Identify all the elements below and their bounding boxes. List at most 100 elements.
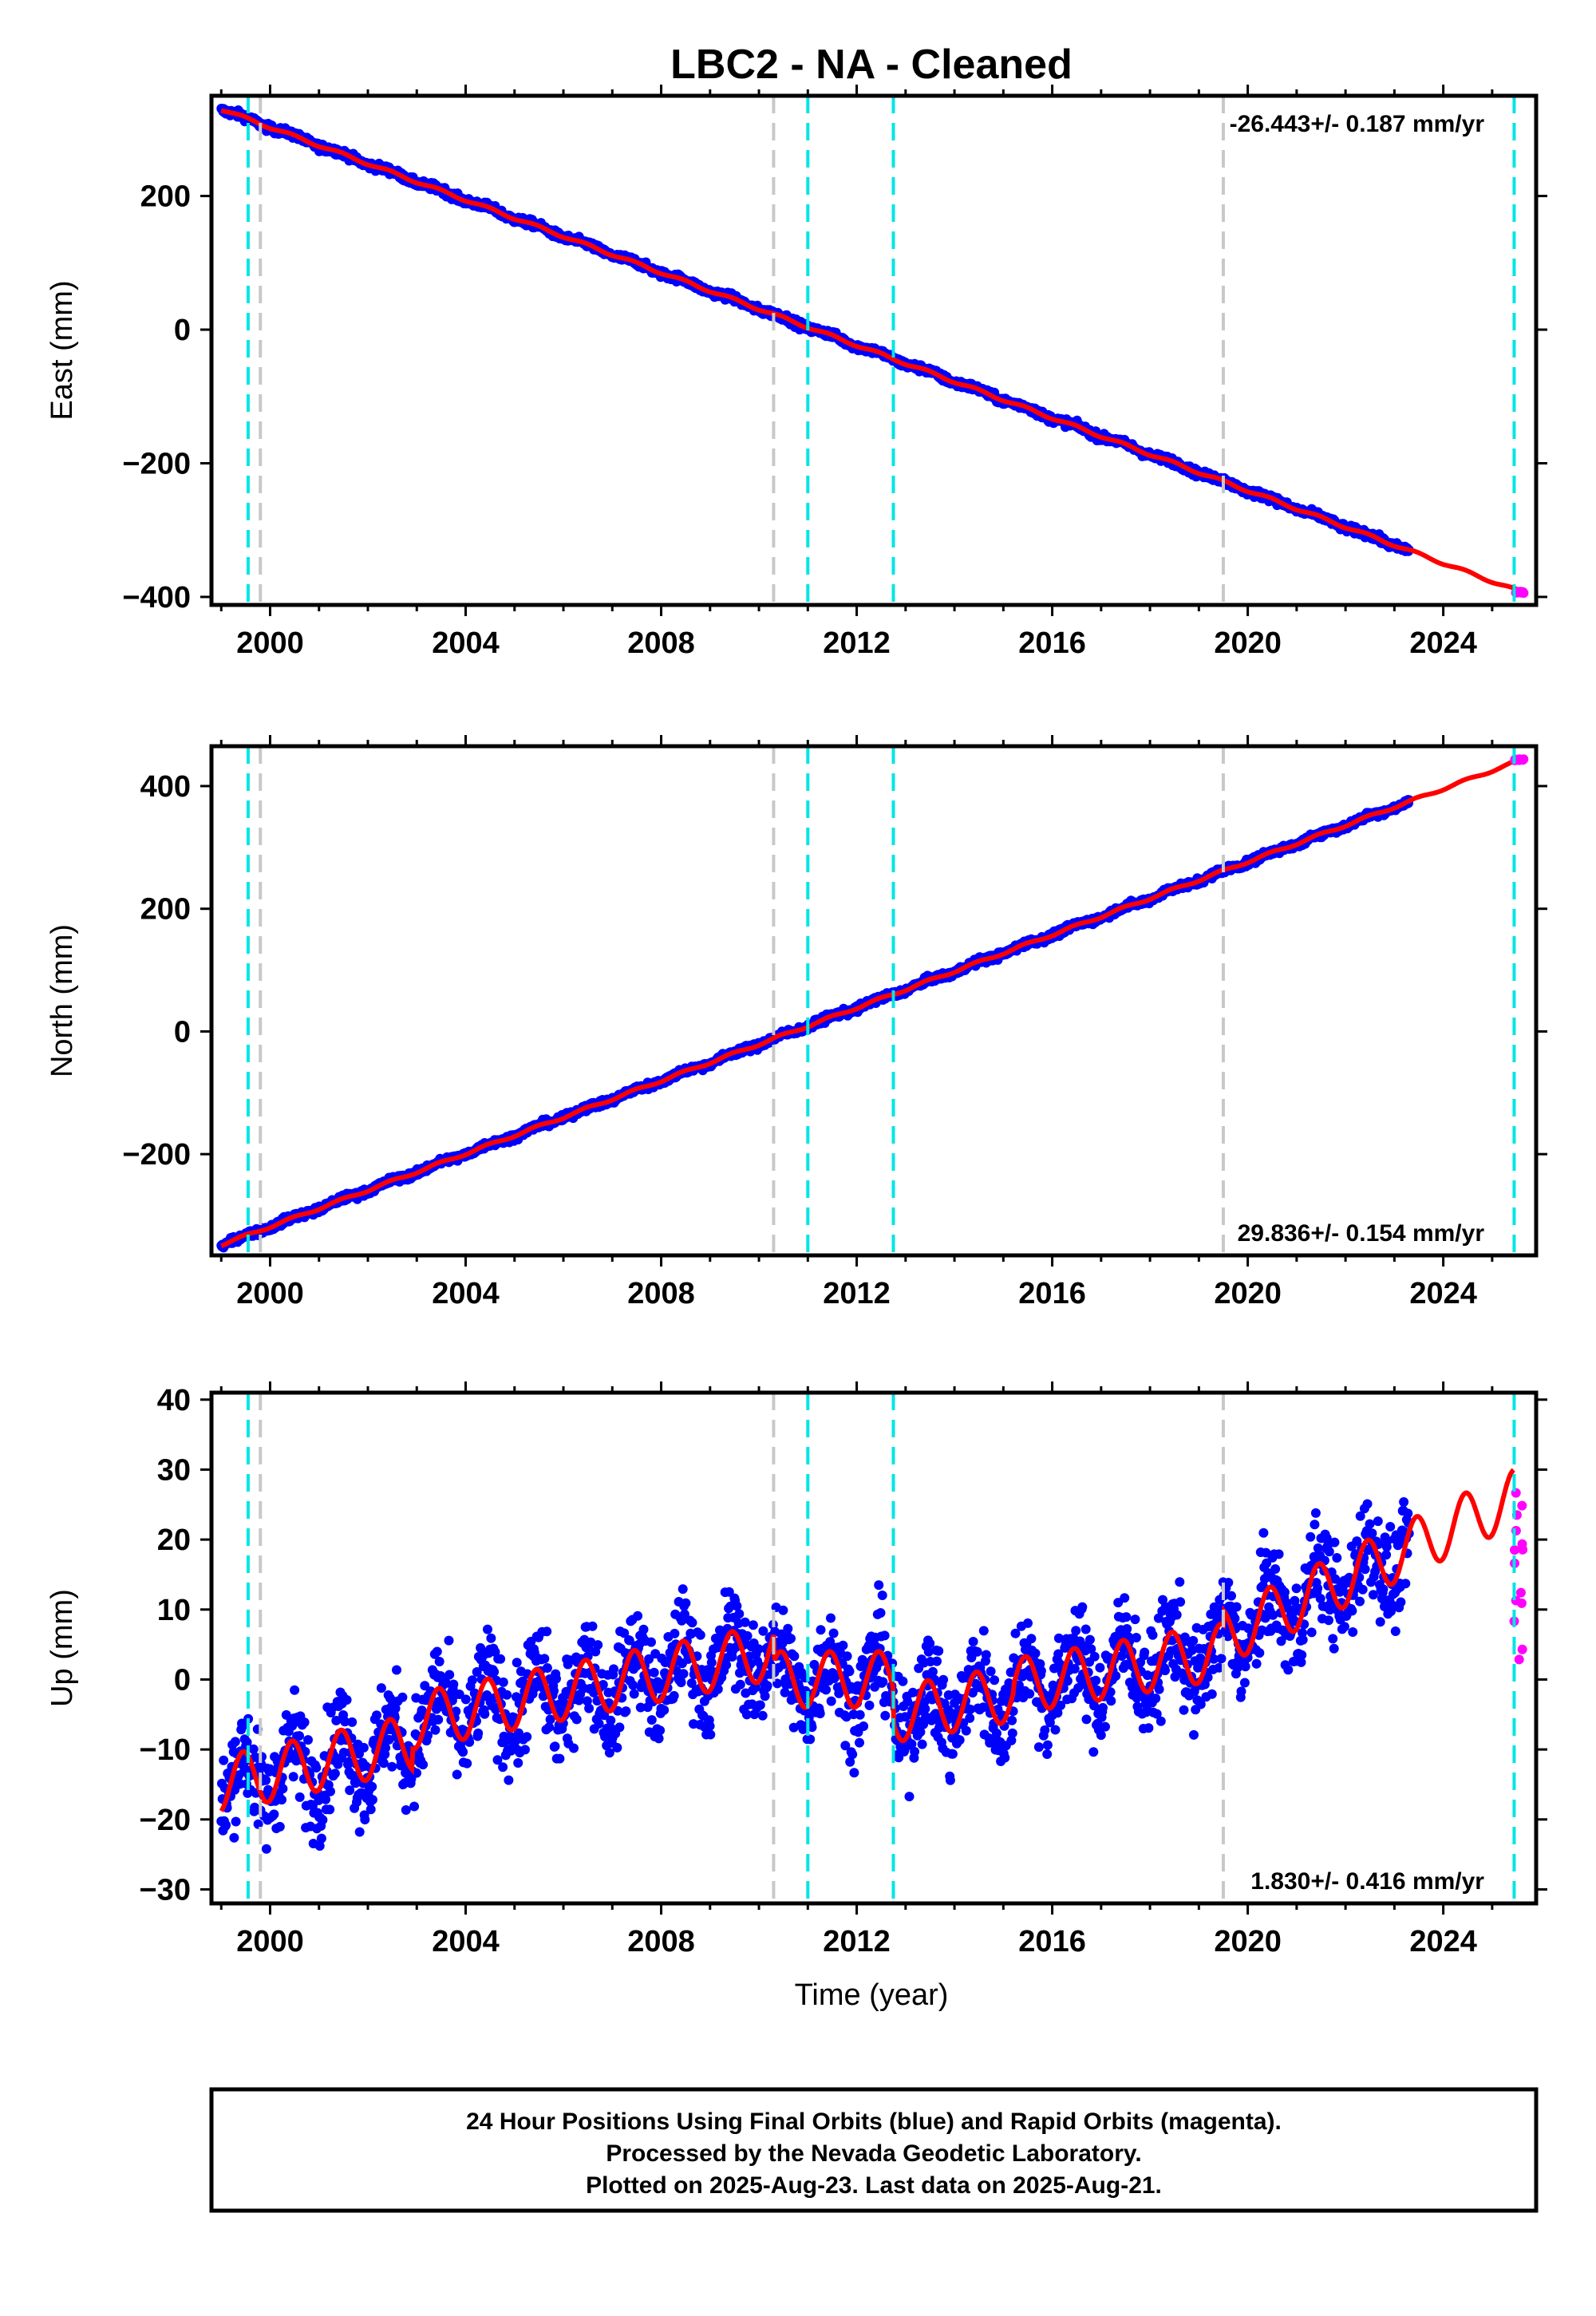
up-final-point [378,1758,389,1769]
up-final-point [367,1795,377,1805]
east-y-tick-label: −200 [122,447,191,480]
east-x-tick-label: 2016 [1018,626,1086,660]
up-final-point [261,1844,271,1854]
up-final-point [542,1626,552,1637]
up-final-point [376,1683,386,1694]
east-plot-area [216,104,1529,599]
up-final-point [354,1827,365,1837]
east-x-tick-label: 2024 [1409,626,1477,660]
east-y-tick-label: 200 [140,180,191,214]
up-final-point [512,1658,522,1668]
up-final-point [325,1804,335,1815]
up-final-point [221,1820,231,1830]
up-final-point [444,1635,454,1646]
up-final-point [621,1706,631,1717]
panel-east: 2000 2004 2008 2012 2016 2020 2024 −400 −200 0 200… [45,85,1547,660]
north-x-tick-label: 2008 [627,1277,695,1310]
up-final-point [316,1833,326,1844]
north-model-line [220,757,1523,1249]
north-y-axis-label: North (mm) [45,924,79,1077]
panel-up: 2000 2004 2008 2012 2016 2020 2024−30−20−10010… [45,1381,1547,1958]
up-final-point [520,1745,530,1755]
up-final-point [587,1621,598,1631]
up-final-point [448,1679,459,1690]
up-final-point [646,1637,656,1647]
north-rapid-point [1515,754,1525,765]
up-final-point [433,1714,444,1725]
up-final-point [550,1741,560,1752]
up-final-point [303,1735,313,1745]
up-final-point [612,1742,622,1753]
up-final-point [381,1743,391,1753]
up-final-point [539,1654,550,1664]
up-final-point [294,1731,304,1741]
up-final-point [609,1664,618,1674]
up-final-point [237,1721,247,1732]
east-x-tick-label: 2012 [823,626,891,660]
north-rate-label: 29.836+/- 0.154 mm/yr [1238,1220,1485,1247]
up-final-point [473,1728,484,1738]
up-final-point [311,1763,322,1773]
up-final-point [318,1815,328,1825]
up-final-point [231,1816,241,1827]
up-final-point [372,1710,381,1721]
up-final-point [330,1769,340,1779]
figure-title: LBC2 - NA - Cleaned [670,41,1073,88]
up-final-point [347,1717,358,1727]
panel-north: 2000 2004 2008 2012 2016 2020 2024−2000200400N… [45,735,1547,1310]
up-final-point [418,1760,429,1770]
up-final-point [219,1755,229,1765]
east-x-tick-label: 2008 [627,626,695,660]
east-y-axis-label: East (mm) [45,280,79,420]
east-x-tick-label: 2004 [432,626,500,660]
up-final-point [290,1685,300,1695]
up-final-point [230,1737,240,1747]
north-x-tick-label: 2004 [432,1277,500,1310]
up-final-point [593,1640,603,1650]
up-final-point [629,1689,639,1699]
up-plot-area [216,1468,1528,1854]
up-final-point [360,1815,370,1824]
east-y-tick-label: 0 [174,314,191,347]
up-final-point [460,1694,471,1705]
up-final-point [628,1680,638,1690]
east-model-line [220,108,1523,594]
up-final-point [326,1786,335,1796]
up-final-point [277,1795,286,1805]
up-final-point [569,1743,579,1753]
up-final-point [584,1703,595,1713]
east-x-tick-label: 2020 [1214,626,1282,660]
up-final-point [594,1718,604,1729]
up-final-point [551,1674,561,1684]
east-x-tick-label: 2000 [236,626,304,660]
up-final-point [397,1692,408,1702]
up-final-point [483,1624,492,1634]
up-final-point [480,1709,490,1719]
up-final-point [633,1611,643,1621]
up-final-point [522,1732,532,1742]
up-final-point [498,1762,508,1773]
up-final-point [434,1657,444,1666]
up-final-points [216,1497,1414,1854]
up-final-point [649,1667,659,1678]
up-final-point [486,1633,496,1643]
north-x-tick-label: 2000 [236,1277,304,1310]
up-final-point [367,1781,377,1792]
east-y-tick-label: −400 [122,581,191,615]
north-x-tick-label: 2020 [1214,1277,1282,1310]
north-x-tick-label: 2012 [823,1277,891,1310]
up-final-point [504,1775,514,1785]
east-rate-label: -26.443+/- 0.187 mm/yr [1230,111,1485,137]
up-final-point [358,1742,369,1753]
up-final-point [496,1654,506,1664]
up-final-point [409,1801,420,1812]
up-final-point [498,1677,508,1687]
up-final-point [502,1690,512,1700]
up-final-point [452,1769,462,1780]
up-final-point [248,1744,259,1754]
up-final-point [269,1809,279,1820]
up-final-point [571,1714,582,1725]
up-final-point [278,1784,288,1794]
up-final-point [401,1805,411,1815]
